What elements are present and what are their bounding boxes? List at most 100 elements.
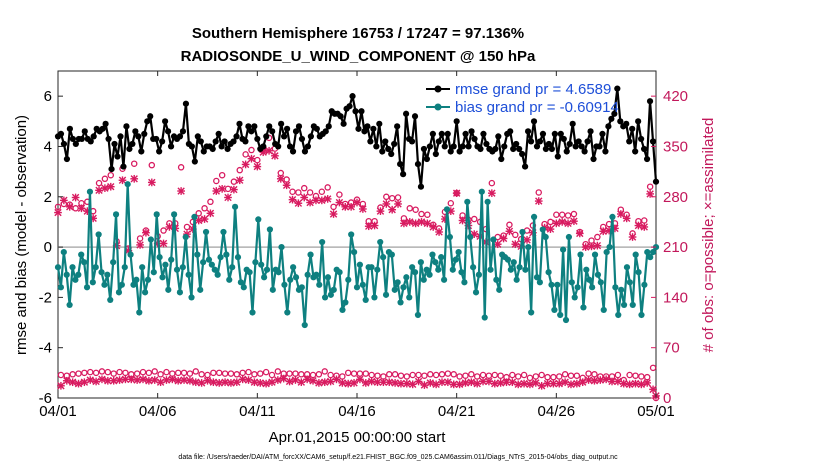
obs-assimilated-marker	[414, 377, 423, 386]
obs-assimilated-marker	[634, 221, 643, 230]
bias-point	[632, 251, 639, 258]
bias-point	[464, 198, 471, 205]
bias-point	[493, 276, 500, 283]
bias-point	[252, 259, 259, 266]
bias-point	[182, 233, 189, 241]
x-tick-label: 05/01	[637, 403, 675, 420]
bias-point	[571, 294, 578, 301]
bias-point	[539, 226, 546, 233]
rmse-point	[426, 143, 433, 150]
obs-possible-marker	[649, 364, 657, 372]
obs-assimilated-marker	[619, 379, 628, 388]
rmse-point	[423, 155, 431, 163]
rmse-point	[450, 143, 457, 150]
y-right-tick-label: 140	[663, 289, 688, 306]
obs-assimilated-marker	[549, 379, 558, 388]
bias-point	[147, 236, 154, 243]
bias-point	[403, 274, 410, 281]
obs-possible-marker	[506, 221, 513, 229]
bias-point	[438, 254, 445, 261]
obs-possible-marker	[286, 370, 293, 377]
obs-assimilated-marker	[353, 198, 361, 207]
obs-assimilated-marker	[370, 221, 379, 230]
bias-point	[417, 259, 424, 266]
rmse-point	[63, 155, 71, 163]
rmse-point	[182, 100, 190, 107]
obs-possible-marker	[532, 373, 540, 380]
obs-possible-marker	[268, 371, 276, 379]
rmse-point	[492, 145, 499, 153]
bias-point	[458, 269, 465, 276]
obs-assimilated-marker	[367, 377, 376, 386]
obs-assimilated-marker	[488, 189, 496, 198]
obs-assimilated-marker	[256, 379, 265, 387]
obs-possible-marker	[553, 211, 560, 218]
rmse-point	[269, 128, 276, 135]
rmse-point	[188, 143, 195, 150]
rmse-point	[144, 118, 151, 125]
bias-point	[139, 264, 146, 271]
bias-point	[623, 264, 631, 271]
obs-possible-marker	[148, 161, 156, 169]
bias-point	[443, 206, 451, 213]
rmse-point	[111, 140, 118, 148]
bias-point	[487, 266, 494, 273]
obs-assimilated-marker	[329, 210, 338, 218]
obs-assimilated-marker	[646, 190, 654, 198]
bias-point	[551, 306, 558, 314]
obs-assimilated-marker	[344, 379, 353, 388]
bias-point	[173, 266, 181, 273]
rmse-line	[57, 87, 658, 188]
bias-point	[481, 314, 488, 321]
rmse-point	[176, 133, 184, 140]
obs-assimilated-marker	[426, 379, 435, 387]
obs-assimilated-marker	[523, 236, 531, 244]
obs-assimilated-marker	[347, 202, 355, 211]
rmse-point	[266, 123, 273, 130]
bias-point	[472, 289, 480, 296]
rmse-point	[230, 138, 237, 145]
bias-point	[202, 228, 210, 236]
obs-assimilated-marker	[130, 174, 139, 183]
obs-assimilated-marker	[62, 376, 71, 385]
obs-possible-marker	[488, 179, 496, 187]
obs-assimilated-marker	[320, 378, 329, 387]
obs-assimilated-marker	[215, 379, 224, 387]
rmse-point	[516, 145, 523, 153]
obs-possible-marker	[591, 371, 598, 378]
bias-point	[554, 281, 561, 288]
rmse-point	[281, 133, 288, 140]
obs-possible-marker	[122, 369, 129, 377]
bias-point	[287, 276, 294, 283]
bias-point	[423, 266, 430, 273]
bias-point	[577, 251, 584, 258]
obs-possible-marker	[558, 211, 566, 218]
rmse-point	[254, 135, 261, 143]
obs-assimilated-marker	[282, 181, 291, 190]
obs-assimilated-marker	[411, 219, 420, 228]
rmse-point	[417, 183, 425, 190]
obs-possible-marker	[242, 151, 249, 158]
obs-assimilated-marker	[247, 154, 256, 163]
bias-point	[101, 281, 108, 288]
obs-assimilated-marker	[356, 375, 364, 384]
obs-assimilated-marker	[596, 376, 605, 384]
rmse-point	[138, 148, 145, 155]
bias-point	[356, 261, 364, 268]
obs-possible-marker	[626, 371, 633, 379]
bias-point	[626, 279, 633, 286]
bias-point	[618, 286, 625, 293]
bias-point	[75, 271, 82, 278]
obs-assimilated-marker	[637, 380, 646, 389]
bias-point	[350, 249, 358, 256]
obs-possible-marker	[526, 374, 534, 382]
y-tick-label: 6	[44, 88, 52, 105]
obs-possible-marker	[412, 206, 419, 213]
bias-point	[470, 264, 477, 271]
obs-assimilated-marker	[502, 378, 511, 387]
obs-possible-marker	[218, 171, 226, 179]
obs-assimilated-marker	[191, 378, 200, 387]
rmse-point	[468, 128, 475, 135]
bias-point	[606, 243, 613, 251]
obs-possible-marker	[198, 371, 205, 378]
